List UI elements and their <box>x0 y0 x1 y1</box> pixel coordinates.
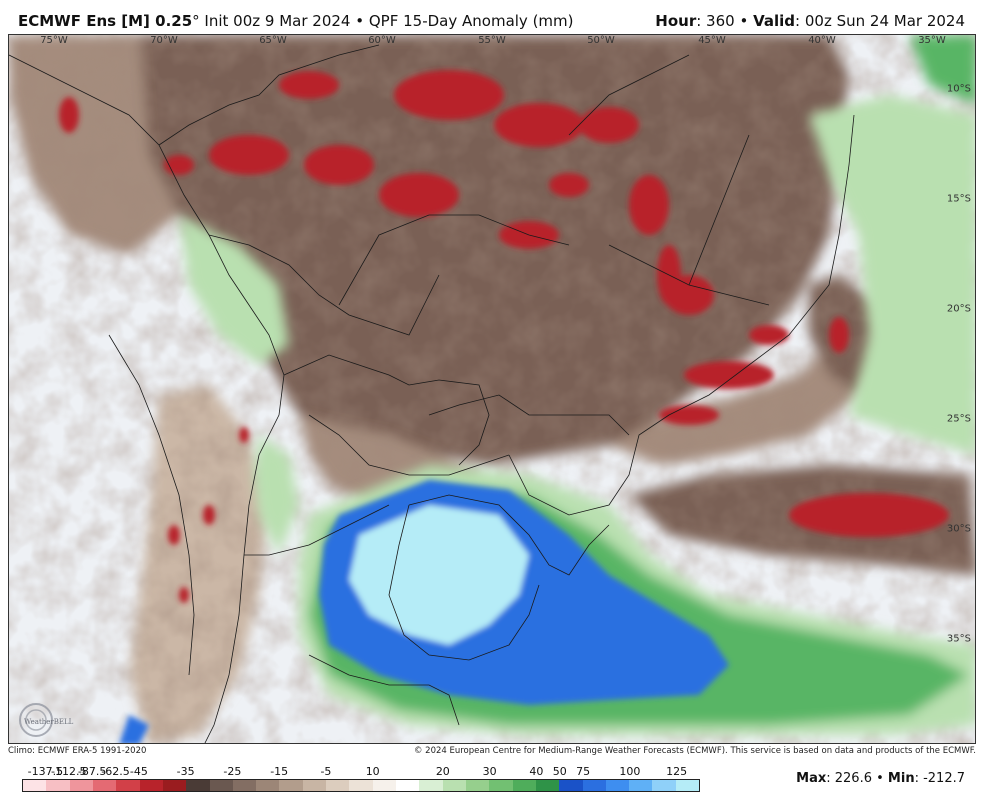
colorbar-swatch <box>302 780 327 791</box>
anomaly-map: 75°W 70°W 65°W 60°W 55°W 50°W 45°W 40°W … <box>8 34 976 744</box>
weatherbell-logo: WeatherBELL <box>19 703 74 737</box>
colorbar-tick-label: -15 <box>270 765 289 778</box>
colorbar-tick-label: 30 <box>482 765 497 778</box>
colorbar-labels: -137.5 -112.5 -87.5 -62.5 -45 -35 -25 -15 -5 10 20… <box>22 765 700 779</box>
max-value: : 226.6 <box>826 771 872 786</box>
hour-label: Hour <box>655 12 697 30</box>
lat-label-30s: 30°S <box>946 523 971 535</box>
colorbar-tick-label: -25 <box>223 765 242 778</box>
climo-note: Climo: ECMWF ERA-5 1991-2020 <box>8 746 147 756</box>
colorbar-swatch <box>326 780 350 791</box>
colorbar-swatch <box>559 780 583 791</box>
colorbar-swatch <box>116 780 140 791</box>
lon-label-40w: 40°W <box>808 35 836 46</box>
colorbar-tick-label: -5 <box>320 765 332 778</box>
colorbar <box>22 779 700 792</box>
lon-label-45w: 45°W <box>698 35 726 46</box>
init-time: Init 00z 9 Mar 2024 <box>204 12 351 30</box>
colorbar-swatch <box>186 780 210 791</box>
colorbar-tick-label: 20 <box>435 765 450 778</box>
lon-label-35w: 35°W <box>918 35 946 46</box>
colorbar-swatch <box>69 780 93 791</box>
colorbar-swatch <box>465 780 490 791</box>
min-label: Min <box>887 771 915 786</box>
country-borders <box>9 44 855 743</box>
colorbar-swatch <box>232 780 257 791</box>
colorbar-tick-label: -35 <box>176 765 195 778</box>
colorbar-swatch <box>279 780 303 791</box>
colorbar-tick-label: 75 <box>576 765 591 778</box>
lat-label-25s: 25°S <box>946 413 971 425</box>
colorbar-swatch <box>652 780 676 791</box>
colorbar-swatch <box>396 780 420 791</box>
title-left: ECMWF Ens [M] 0.25° Init 00z 9 Mar 2024 … <box>18 12 574 30</box>
colorbar-swatch <box>209 780 233 791</box>
colorbar-swatch <box>162 780 187 791</box>
colorbar-swatch <box>92 780 117 791</box>
bullet-sep-2: • <box>739 12 749 30</box>
colorbar-swatch <box>675 780 700 791</box>
hour-value: : 360 <box>696 12 735 30</box>
copyright-note: © 2024 European Centre for Medium-Range … <box>413 746 976 756</box>
colorbar-tick-label: -87.5 <box>77 765 107 778</box>
valid-value: : 00z Sun 24 Mar 2024 <box>795 12 965 30</box>
lon-label-55w: 55°W <box>478 35 506 46</box>
colorbar-swatch <box>256 780 280 791</box>
colorbar-tick-label: 10 <box>365 765 380 778</box>
lat-label-35s: 35°S <box>946 633 971 645</box>
colorbar-swatch <box>535 780 560 791</box>
colorbar-tick-label: -137.5 <box>27 765 64 778</box>
colorbar-tick-label: -62.5 <box>101 765 130 778</box>
watermark-text: WeatherBELL <box>24 718 74 726</box>
product-name: QPF 15-Day Anomaly (mm) <box>368 12 574 30</box>
colorbar-tick-label: 125 <box>666 765 688 778</box>
lon-label-65w: 65°W <box>259 35 287 46</box>
degree-symbol: ° <box>192 12 200 30</box>
lon-label-70w: 70°W <box>150 35 178 46</box>
footer: Climo: ECMWF ERA-5 1991-2020 © 2024 Euro… <box>8 746 976 758</box>
colorbar-swatch <box>442 780 466 791</box>
colorbar-swatch <box>629 780 653 791</box>
stats-sep: • <box>871 771 888 786</box>
lon-label-50w: 50°W <box>587 35 615 46</box>
colorbar-swatch <box>605 780 630 791</box>
colorbar-tick-label: -45 <box>129 765 148 778</box>
colorbar-swatch <box>372 780 396 791</box>
colorbar-swatch <box>23 780 47 791</box>
colorbar-swatch <box>349 780 373 791</box>
colorbar-swatch <box>489 780 513 791</box>
colorbar-tick-label: 50 <box>552 765 567 778</box>
model-name: ECMWF Ens [M] 0.25 <box>18 12 193 30</box>
lat-label-15s: 15°S <box>946 193 971 205</box>
max-min-stats: Max: 226.6 • Min: -212.7 <box>796 771 965 786</box>
colorbar-tick-label: 40 <box>529 765 544 778</box>
lon-label-60w: 60°W <box>368 35 396 46</box>
bullet-sep: • <box>355 12 365 30</box>
title-right: Hour: 360 • Valid: 00z Sun 24 Mar 2024 <box>655 12 965 30</box>
colorbar-tick-label: -112.5 <box>51 765 87 778</box>
colorbar-swatch <box>582 780 606 791</box>
map-canvas <box>9 35 975 743</box>
colorbar-swatch <box>46 780 70 791</box>
header-bar: ECMWF Ens [M] 0.25° Init 00z 9 Mar 2024 … <box>0 0 984 34</box>
valid-label: Valid <box>753 12 796 30</box>
lat-label-10s: 10°S <box>946 83 971 95</box>
colorbar-swatch <box>512 780 536 791</box>
colorbar-swatch <box>139 780 163 791</box>
lon-label-75w: 75°W <box>40 35 68 46</box>
max-label: Max <box>796 771 827 786</box>
colorbar-swatch <box>419 780 443 791</box>
colorbar-tick-label: 100 <box>619 765 641 778</box>
min-value: : -212.7 <box>914 771 965 786</box>
lat-label-20s: 20°S <box>946 303 971 315</box>
